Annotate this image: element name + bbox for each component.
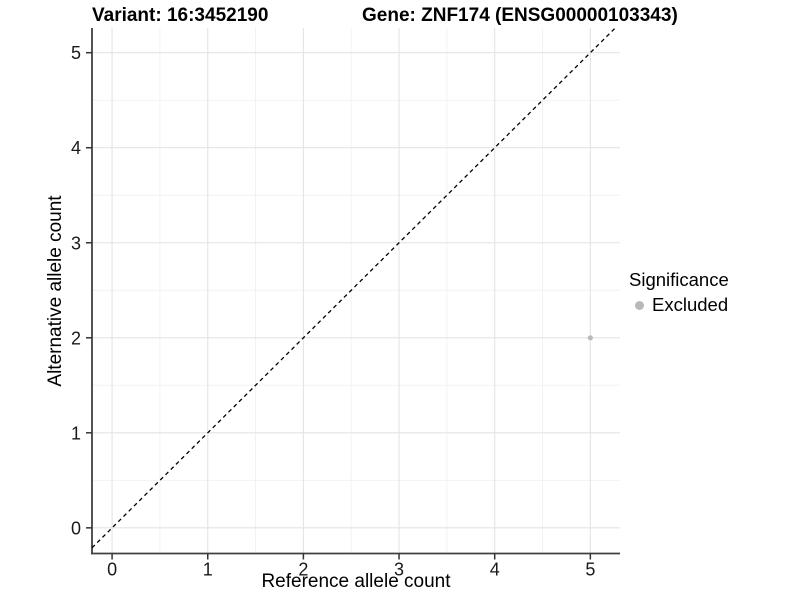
plot-title-gene: Gene: ZNF174 (ENSG00000103343) [362, 5, 678, 26]
y-tick-label: 5 [71, 43, 81, 63]
y-tick-label: 0 [71, 518, 81, 538]
y-tick-label: 3 [71, 233, 81, 253]
data-point [587, 335, 593, 341]
x-tick-label: 4 [490, 560, 500, 580]
x-tick-label: 5 [585, 560, 595, 580]
legend-item-excluded: Excluded [629, 294, 729, 316]
x-tick-label: 0 [107, 560, 117, 580]
x-tick-label: 1 [203, 560, 213, 580]
legend: Significance Excluded [629, 269, 729, 316]
x-tick-label: 3 [394, 560, 404, 580]
legend-title: Significance [629, 269, 729, 290]
x-axis-title: Reference allele count [261, 571, 451, 592]
plot-title-variant: Variant: 16:3452190 [92, 5, 269, 26]
y-tick-label: 1 [71, 423, 81, 443]
legend-point-icon [635, 300, 644, 310]
y-axis-title: Alternative allele count [45, 195, 66, 387]
y-tick-label: 4 [71, 138, 81, 158]
x-tick-label: 2 [298, 560, 308, 580]
y-tick-label: 2 [71, 328, 81, 348]
legend-item-label: Excluded [652, 294, 729, 316]
identity-reference-line [91, 27, 616, 549]
